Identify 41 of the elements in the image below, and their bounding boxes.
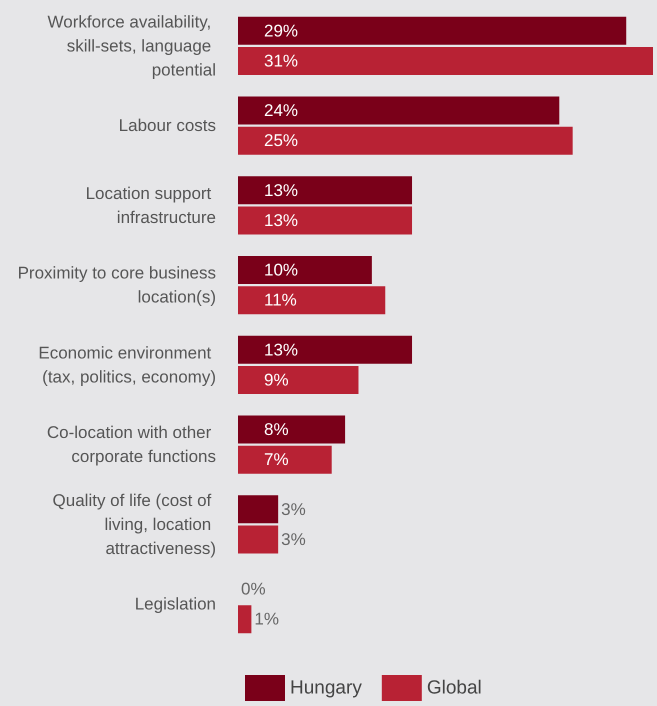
y-tick-label: Location support infrastructure — [86, 184, 216, 227]
bar — [238, 495, 278, 524]
legend-label: Hungary — [290, 678, 362, 698]
bar — [238, 446, 332, 474]
data-label: 0% — [241, 580, 266, 599]
y-tick-label: Quality of life (cost of living, location attractiveness) — [52, 490, 216, 558]
y-tick-label: Legislation — [134, 594, 216, 614]
bar — [238, 126, 573, 155]
data-label: 8% — [264, 420, 289, 440]
bar — [238, 176, 412, 204]
y-tick-label: Labour costs — [118, 116, 216, 136]
bar — [238, 366, 358, 394]
bar — [238, 96, 560, 125]
data-label: 9% — [264, 370, 289, 390]
data-label: 3% — [281, 530, 306, 549]
bar — [238, 525, 278, 554]
data-label: 13% — [264, 340, 298, 360]
y-tick-label: Proximity to core business location(s) — [18, 264, 216, 307]
y-tick-label: Co-location with other corporate functions — [46, 423, 216, 466]
data-label: 1% — [254, 610, 279, 629]
data-label: 7% — [264, 450, 289, 470]
data-label: 25% — [264, 131, 298, 150]
bar — [238, 206, 412, 234]
y-tick-label: Economic environment (tax, politics, economy) — [38, 343, 216, 386]
data-label: 13% — [264, 210, 298, 230]
bar — [238, 336, 412, 364]
data-label: 13% — [264, 180, 298, 200]
legend-label: Global — [426, 678, 482, 698]
bar — [238, 286, 386, 314]
data-label: 10% — [264, 260, 298, 280]
data-label: 24% — [264, 101, 298, 120]
data-label: 29% — [264, 21, 298, 40]
y-tick-label: Workforce availability, skill-sets, language potential — [48, 12, 216, 80]
bar — [238, 416, 346, 444]
bar — [238, 46, 653, 75]
data-label: 11% — [264, 290, 297, 310]
data-label: 31% — [264, 51, 298, 70]
data-label: 3% — [281, 500, 306, 519]
bar — [238, 16, 626, 45]
bar — [238, 605, 252, 634]
bar — [238, 256, 372, 284]
